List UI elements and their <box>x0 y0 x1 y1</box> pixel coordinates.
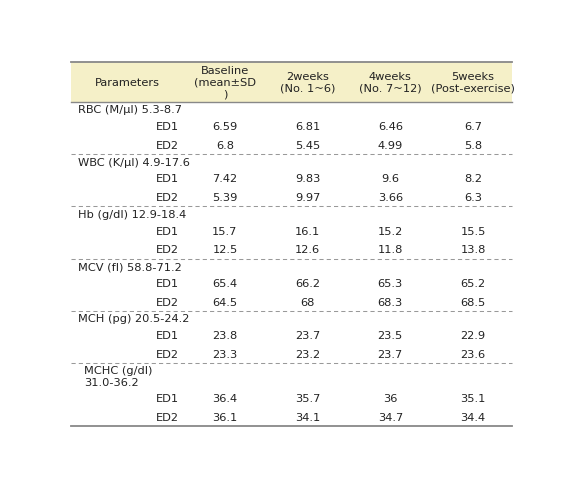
Text: 6.81: 6.81 <box>295 122 320 132</box>
Bar <box>71 62 512 103</box>
Text: 8.2: 8.2 <box>464 174 482 184</box>
Text: Hb (g/dl) 12.9-18.4: Hb (g/dl) 12.9-18.4 <box>78 210 186 219</box>
Text: 9.97: 9.97 <box>295 193 320 203</box>
Text: 11.8: 11.8 <box>378 245 403 255</box>
Text: ED2: ED2 <box>156 193 179 203</box>
Text: 4weeks
(No. 7~12): 4weeks (No. 7~12) <box>359 72 422 93</box>
Text: Baseline
(mean±SD
): Baseline (mean±SD ) <box>194 66 256 99</box>
Text: ED1: ED1 <box>156 122 179 132</box>
Text: ED1: ED1 <box>156 331 179 340</box>
Text: 36.1: 36.1 <box>212 412 237 422</box>
Text: 3.66: 3.66 <box>378 193 403 203</box>
Text: MCV (fl) 58.8-71.2: MCV (fl) 58.8-71.2 <box>78 261 182 272</box>
Text: Parameters: Parameters <box>95 77 160 88</box>
Text: 6.7: 6.7 <box>464 122 482 132</box>
Text: MCHC (g/dl)
31.0-36.2: MCHC (g/dl) 31.0-36.2 <box>84 365 152 387</box>
Text: 12.5: 12.5 <box>212 245 237 255</box>
Text: 64.5: 64.5 <box>212 297 237 307</box>
Text: 34.4: 34.4 <box>460 412 485 422</box>
Text: 15.5: 15.5 <box>460 226 486 236</box>
Text: 5.8: 5.8 <box>464 140 482 151</box>
Text: 5.39: 5.39 <box>212 193 238 203</box>
Text: ED2: ED2 <box>156 297 179 307</box>
Text: 35.7: 35.7 <box>295 393 320 403</box>
Text: 6.8: 6.8 <box>216 140 234 151</box>
Text: 15.7: 15.7 <box>212 226 238 236</box>
Text: 68.3: 68.3 <box>378 297 403 307</box>
Text: ED2: ED2 <box>156 349 179 359</box>
Text: WBC (K/μl) 4.9-17.6: WBC (K/μl) 4.9-17.6 <box>78 157 189 167</box>
Text: 22.9: 22.9 <box>460 331 485 340</box>
Text: 66.2: 66.2 <box>295 278 320 288</box>
Text: 23.7: 23.7 <box>295 331 320 340</box>
Text: 15.2: 15.2 <box>378 226 403 236</box>
Text: ED2: ED2 <box>156 140 179 151</box>
Text: ED2: ED2 <box>156 245 179 255</box>
Text: 35.1: 35.1 <box>460 393 486 403</box>
Text: RBC (M/μl) 5.3-8.7: RBC (M/μl) 5.3-8.7 <box>78 105 182 115</box>
Text: 9.83: 9.83 <box>295 174 320 184</box>
Text: ED2: ED2 <box>156 412 179 422</box>
Text: 68: 68 <box>300 297 315 307</box>
Text: 34.7: 34.7 <box>378 412 403 422</box>
Text: 65.4: 65.4 <box>212 278 237 288</box>
Text: 6.59: 6.59 <box>212 122 237 132</box>
Text: 9.6: 9.6 <box>381 174 399 184</box>
Text: 68.5: 68.5 <box>460 297 485 307</box>
Text: 5.45: 5.45 <box>295 140 320 151</box>
Text: 23.3: 23.3 <box>212 349 237 359</box>
Text: 4.99: 4.99 <box>378 140 403 151</box>
Text: 13.8: 13.8 <box>460 245 486 255</box>
Text: 36: 36 <box>383 393 398 403</box>
Text: 36.4: 36.4 <box>212 393 237 403</box>
Text: 6.46: 6.46 <box>378 122 403 132</box>
Text: ED1: ED1 <box>156 174 179 184</box>
Text: 6.3: 6.3 <box>464 193 482 203</box>
Text: ED1: ED1 <box>156 226 179 236</box>
Text: MCH (pg) 20.5-24.2: MCH (pg) 20.5-24.2 <box>78 314 189 324</box>
Text: 16.1: 16.1 <box>295 226 320 236</box>
Text: 65.2: 65.2 <box>460 278 485 288</box>
Text: 2weeks
(No. 1~6): 2weeks (No. 1~6) <box>280 72 335 93</box>
Text: ED1: ED1 <box>156 393 179 403</box>
Text: 23.2: 23.2 <box>295 349 320 359</box>
Text: 23.6: 23.6 <box>460 349 485 359</box>
Text: 23.5: 23.5 <box>378 331 403 340</box>
Text: 5weeks
(Post-exercise): 5weeks (Post-exercise) <box>431 72 515 93</box>
Text: 7.42: 7.42 <box>212 174 237 184</box>
Text: 12.6: 12.6 <box>295 245 320 255</box>
Text: ED1: ED1 <box>156 278 179 288</box>
Text: 65.3: 65.3 <box>378 278 403 288</box>
Text: 34.1: 34.1 <box>295 412 320 422</box>
Text: 23.8: 23.8 <box>212 331 237 340</box>
Text: 23.7: 23.7 <box>378 349 403 359</box>
